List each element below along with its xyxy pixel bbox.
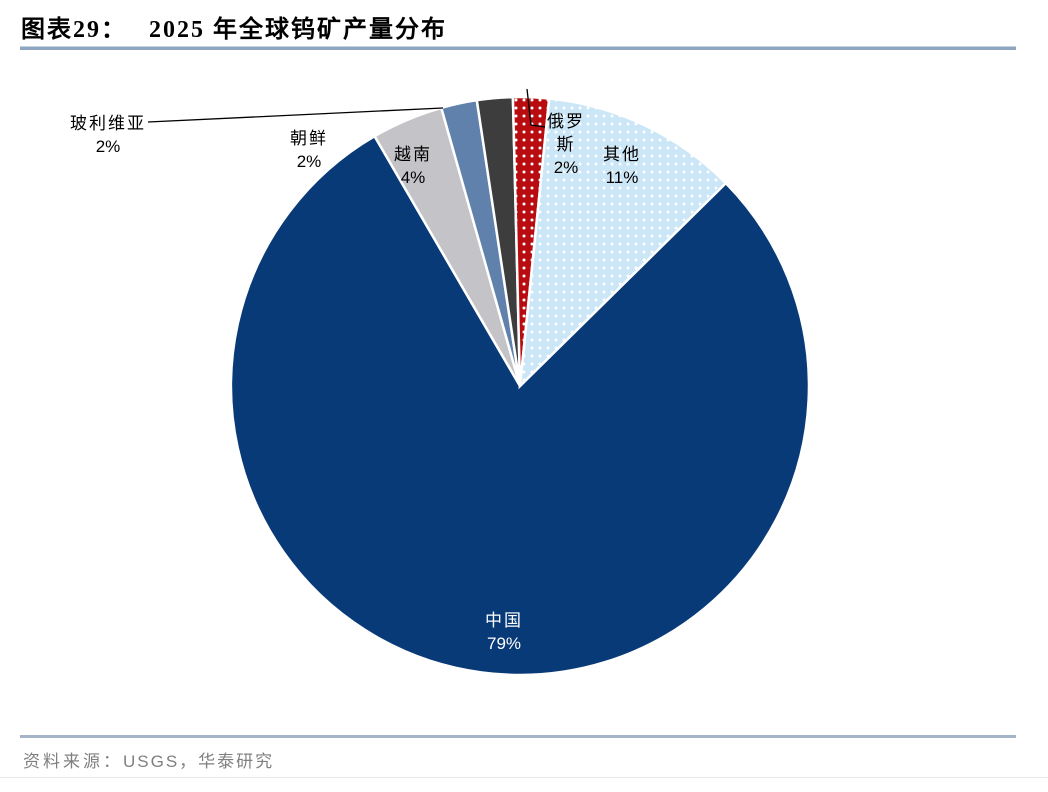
label-vietnam-name: 越南 [394,145,432,164]
label-other: 其他 11% [562,143,682,189]
label-china-name: 中国 [485,611,523,630]
label-bolivia: 玻利维亚 2% [48,112,168,158]
leader-line-russia [526,88,546,128]
label-north-korea: 朝鲜 2% [249,127,369,173]
page-bottom-border [0,777,1048,778]
label-russia: 俄罗斯 2% [542,110,590,179]
footer-divider [20,735,1016,738]
label-north-korea-pct: 2% [296,152,322,171]
label-north-korea-name: 朝鲜 [290,129,328,148]
figure-number: 图表29： [21,17,127,43]
label-other-name: 其他 [603,145,641,164]
figure-title: 图表29： 2025 年全球钨矿产量分布 [21,9,447,44]
pie-slice-russia-dots-overlay [512,97,550,386]
pie-slice-china [229,134,811,677]
label-vietnam-pct: 4% [400,168,426,187]
label-russia-pct: 2% [553,158,579,177]
label-china-pct: 79% [486,634,522,653]
source-text: USGS，华泰研究 [123,752,275,771]
label-other-pct: 11% [605,168,639,187]
label-china: 中国 79% [444,609,564,655]
leader-line-bolivia [147,107,444,123]
label-bolivia-name: 玻利维亚 [70,114,146,133]
pie-slices [229,95,811,677]
pie-slice-other-dots-overlay [520,98,726,386]
label-russia-name: 俄罗斯 [547,112,585,154]
pie-chart [147,88,811,677]
figure-title-text: 2025 年全球钨矿产量分布 [149,17,447,43]
label-bolivia-pct: 2% [95,137,121,156]
title-divider [20,46,1016,50]
source-note: 资料来源：USGS，华泰研究 [23,747,274,772]
source-label: 资料来源： [23,752,123,771]
label-vietnam: 越南 4% [353,143,473,189]
